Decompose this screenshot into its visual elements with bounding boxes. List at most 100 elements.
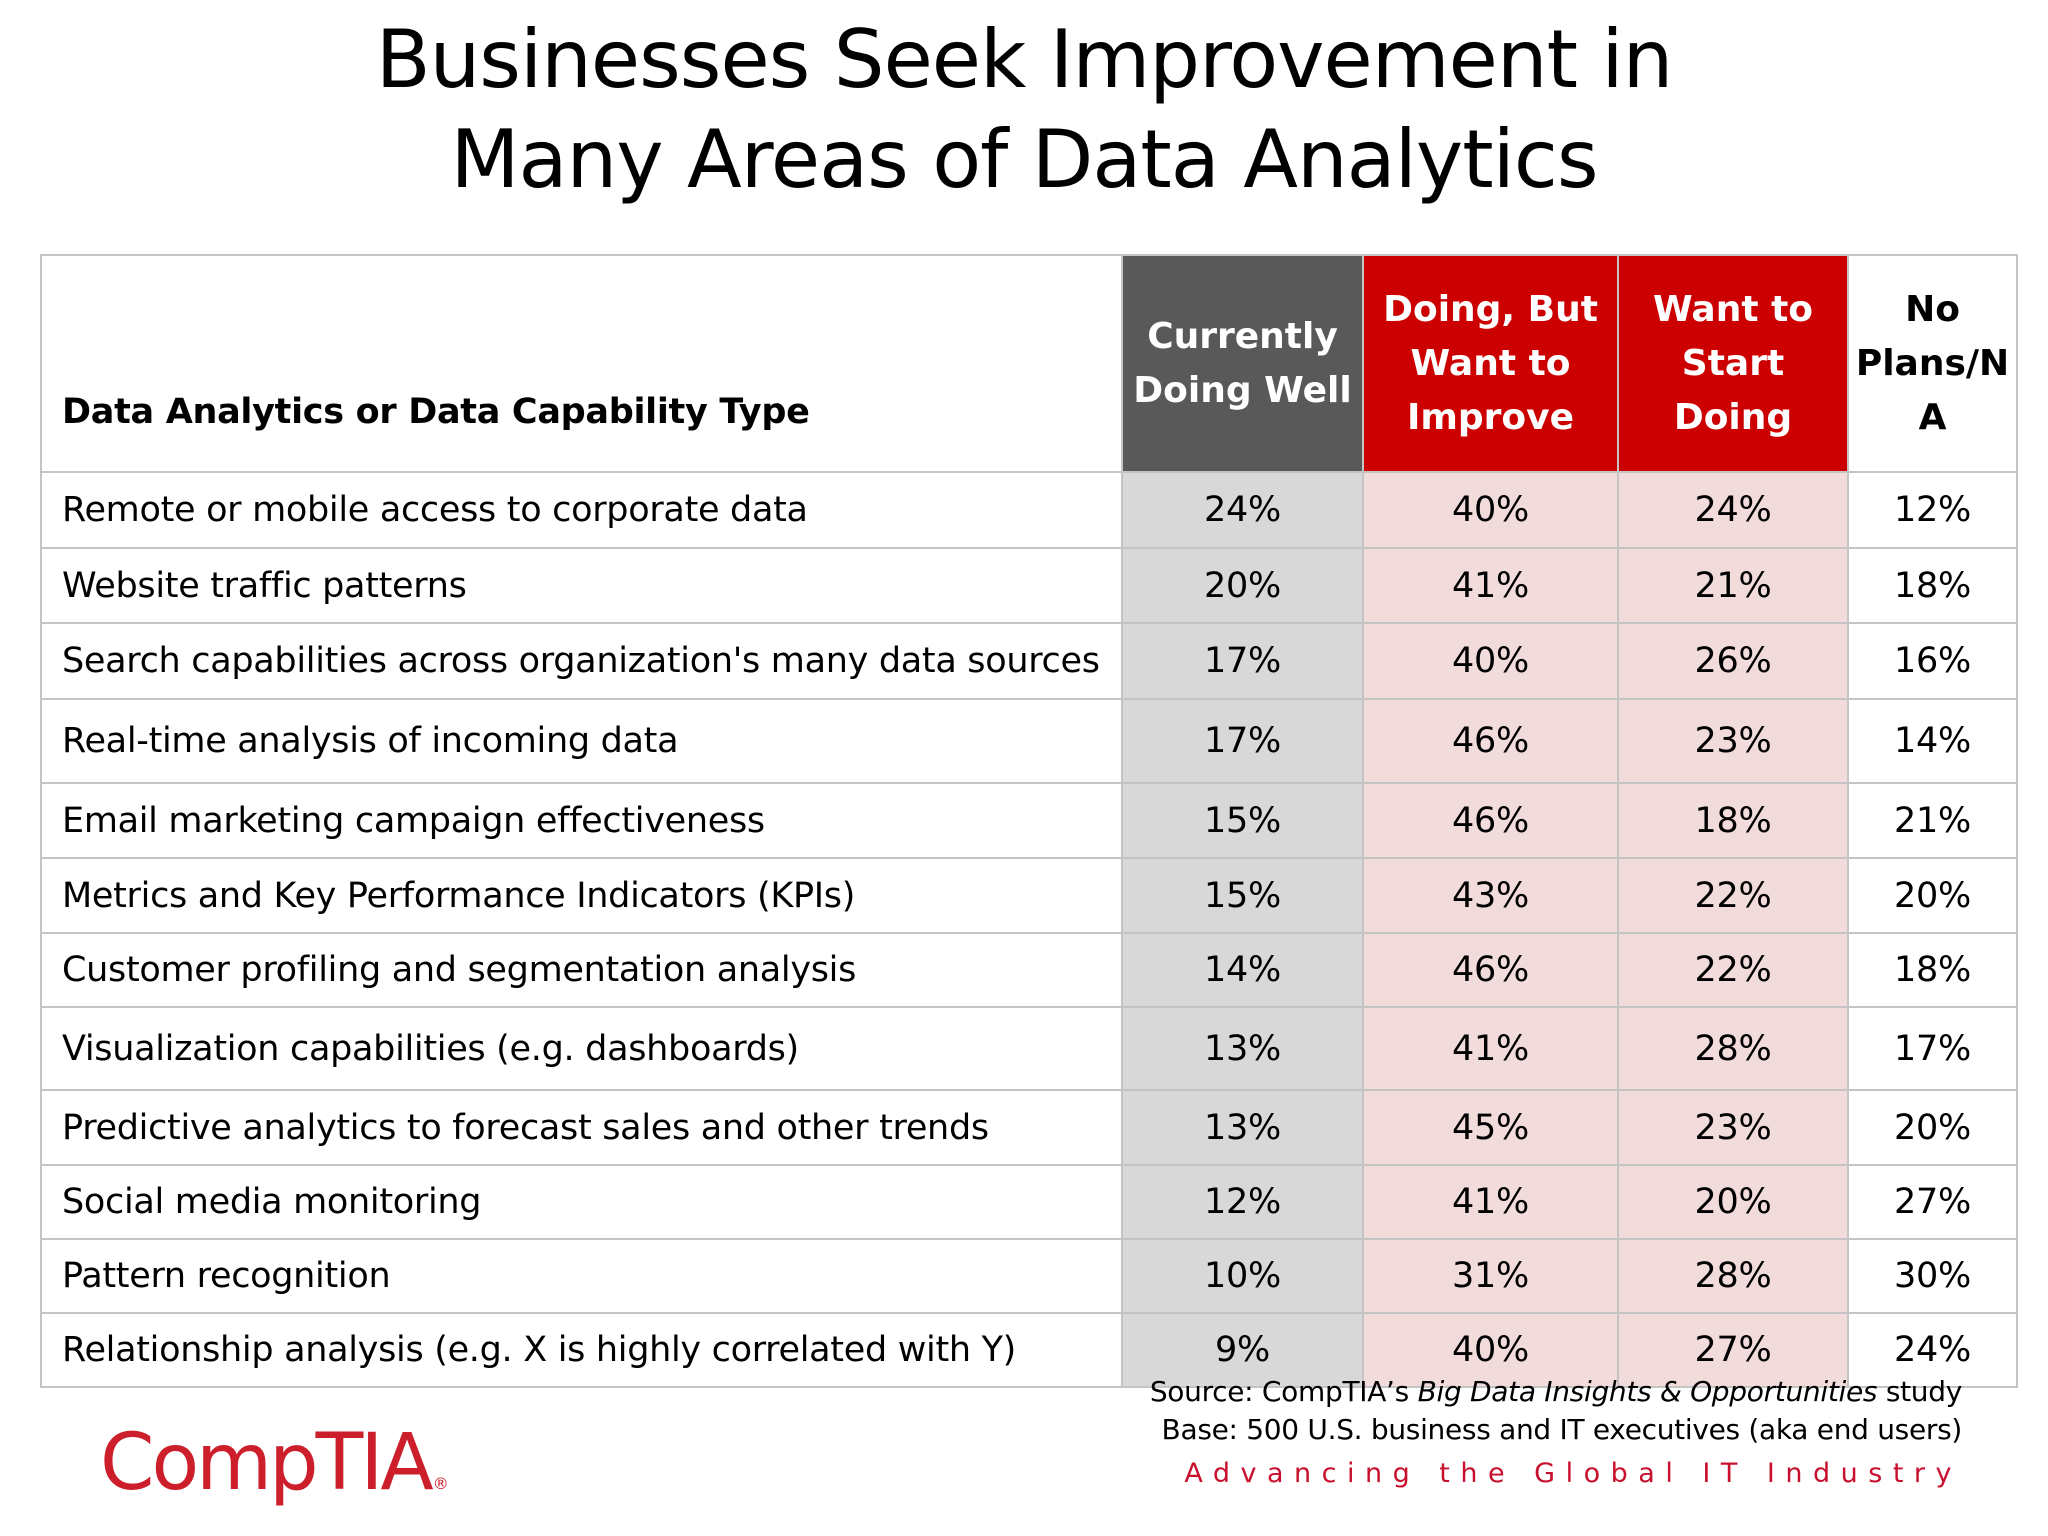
table-header-row: Data Analytics or Data Capability Type C…: [40, 254, 2018, 473]
cell-currently-doing-well: 10%: [1121, 1238, 1364, 1314]
cell-want-to-start-doing: 27%: [1617, 1312, 1849, 1388]
cell-currently-doing-well: 12%: [1121, 1164, 1364, 1240]
row-capability-type: Website traffic patterns: [40, 547, 1123, 624]
header-capability-type: Data Analytics or Data Capability Type: [40, 254, 1123, 473]
cell-no-plans-na: 30%: [1847, 1238, 2018, 1314]
header-line: Improve: [1406, 396, 1575, 438]
cell-no-plans-na: 17%: [1847, 1006, 2018, 1091]
header-line: A: [1918, 396, 1947, 438]
cell-want-to-start-doing: 22%: [1617, 932, 1849, 1008]
cell-currently-doing-well: 15%: [1121, 857, 1364, 934]
header-line: Start: [1681, 342, 1785, 384]
source-note: Source: CompTIA’s Big Data Insights & Op…: [1150, 1373, 1962, 1449]
cell-want-to-start-doing: 28%: [1617, 1238, 1849, 1314]
row-capability-type: Customer profiling and segmentation anal…: [40, 932, 1123, 1008]
cell-want-to-start-doing: 28%: [1617, 1006, 1849, 1091]
title-line-2: Many Areas of Data Analytics: [450, 113, 1599, 206]
cell-currently-doing-well: 17%: [1121, 698, 1364, 784]
table-row: Real-time analysis of incoming data 17% …: [40, 698, 2018, 784]
cell-currently-doing-well: 17%: [1121, 622, 1364, 700]
brand-tagline: Advancing the Global IT Industry: [1184, 1458, 1962, 1489]
header-want-to-start-doing: Want to Start Doing: [1617, 254, 1849, 473]
header-line: Doing, But: [1383, 288, 1598, 330]
cell-no-plans-na: 21%: [1847, 782, 2018, 859]
cell-doing-but-want-to-improve: 40%: [1362, 1312, 1619, 1388]
table-row: Predictive analytics to forecast sales a…: [40, 1089, 2018, 1166]
row-capability-type: Pattern recognition: [40, 1238, 1123, 1314]
table-row: Social media monitoring 12% 41% 20% 27%: [40, 1164, 2018, 1240]
cell-currently-doing-well: 20%: [1121, 547, 1364, 624]
row-capability-type: Metrics and Key Performance Indicators (…: [40, 857, 1123, 934]
cell-want-to-start-doing: 18%: [1617, 782, 1849, 859]
table-row: Remote or mobile access to corporate dat…: [40, 471, 2018, 549]
cell-no-plans-na: 14%: [1847, 698, 2018, 784]
cell-want-to-start-doing: 23%: [1617, 1089, 1849, 1166]
table-row: Search capabilities across organization'…: [40, 622, 2018, 700]
row-capability-type: Visualization capabilities (e.g. dashboa…: [40, 1006, 1123, 1091]
cell-currently-doing-well: 15%: [1121, 782, 1364, 859]
cell-want-to-start-doing: 22%: [1617, 857, 1849, 934]
table-row: Email marketing campaign effectiveness 1…: [40, 782, 2018, 859]
header-currently-doing-well: Currently Doing Well: [1121, 254, 1364, 473]
table-row: Pattern recognition 10% 31% 28% 30%: [40, 1238, 2018, 1314]
cell-want-to-start-doing: 23%: [1617, 698, 1849, 784]
header-line: Doing Well: [1133, 369, 1352, 411]
row-capability-type: Remote or mobile access to corporate dat…: [40, 471, 1123, 549]
cell-doing-but-want-to-improve: 40%: [1362, 471, 1619, 549]
cell-currently-doing-well: 24%: [1121, 471, 1364, 549]
cell-no-plans-na: 24%: [1847, 1312, 2018, 1388]
row-capability-type: Real-time analysis of incoming data: [40, 698, 1123, 784]
logo-wordmark: CompTIA: [100, 1418, 434, 1508]
cell-no-plans-na: 18%: [1847, 547, 2018, 624]
cell-doing-but-want-to-improve: 45%: [1362, 1089, 1619, 1166]
source-suffix: study: [1877, 1375, 1962, 1408]
cell-doing-but-want-to-improve: 41%: [1362, 547, 1619, 624]
cell-currently-doing-well: 14%: [1121, 932, 1364, 1008]
table-row: Metrics and Key Performance Indicators (…: [40, 857, 2018, 934]
table-row: Customer profiling and segmentation anal…: [40, 932, 2018, 1008]
cell-currently-doing-well: 13%: [1121, 1089, 1364, 1166]
cell-doing-but-want-to-improve: 46%: [1362, 932, 1619, 1008]
cell-currently-doing-well: 13%: [1121, 1006, 1364, 1091]
header-line: Doing: [1673, 396, 1793, 438]
header-line: Plans/N: [1855, 342, 2010, 384]
source-prefix: Source: CompTIA’s: [1149, 1375, 1418, 1408]
header-line: Currently: [1147, 315, 1338, 357]
cell-no-plans-na: 27%: [1847, 1164, 2018, 1240]
cell-no-plans-na: 20%: [1847, 857, 2018, 934]
page-title: Businesses Seek Improvement in Many Area…: [0, 10, 2048, 210]
source-line: Source: CompTIA’s Big Data Insights & Op…: [1150, 1373, 1962, 1411]
base-line: Base: 500 U.S. business and IT executive…: [1161, 1413, 1963, 1446]
row-capability-type: Email marketing campaign effectiveness: [40, 782, 1123, 859]
header-line: Want to: [1410, 342, 1571, 384]
cell-want-to-start-doing: 24%: [1617, 471, 1849, 549]
cell-doing-but-want-to-improve: 46%: [1362, 782, 1619, 859]
title-line-1: Businesses Seek Improvement in: [375, 13, 1674, 106]
row-capability-type: Predictive analytics to forecast sales a…: [40, 1089, 1123, 1166]
table-row: Website traffic patterns 20% 41% 21% 18%: [40, 547, 2018, 624]
cell-no-plans-na: 20%: [1847, 1089, 2018, 1166]
table-row: Relationship analysis (e.g. X is highly …: [40, 1312, 2018, 1388]
header-no-plans-na: No Plans/N A: [1847, 254, 2018, 473]
cell-doing-but-want-to-improve: 41%: [1362, 1006, 1619, 1091]
header-line: No: [1905, 288, 1960, 330]
cell-no-plans-na: 16%: [1847, 622, 2018, 700]
registered-mark-icon: ®: [432, 1474, 449, 1493]
cell-want-to-start-doing: 21%: [1617, 547, 1849, 624]
source-study-name: Big Data Insights & Opportunities: [1417, 1375, 1878, 1408]
cell-doing-but-want-to-improve: 43%: [1362, 857, 1619, 934]
cell-doing-but-want-to-improve: 31%: [1362, 1238, 1619, 1314]
cell-currently-doing-well: 9%: [1121, 1312, 1364, 1388]
header-line: Want to: [1652, 288, 1814, 330]
cell-want-to-start-doing: 26%: [1617, 622, 1849, 700]
data-analytics-table: Data Analytics or Data Capability Type C…: [40, 254, 2018, 1388]
cell-no-plans-na: 12%: [1847, 471, 2018, 549]
cell-want-to-start-doing: 20%: [1617, 1164, 1849, 1240]
table-row: Visualization capabilities (e.g. dashboa…: [40, 1006, 2018, 1091]
cell-doing-but-want-to-improve: 41%: [1362, 1164, 1619, 1240]
cell-doing-but-want-to-improve: 40%: [1362, 622, 1619, 700]
cell-no-plans-na: 18%: [1847, 932, 2018, 1008]
comptia-logo: CompTIA ®: [100, 1418, 449, 1529]
header-doing-but-want-to-improve: Doing, But Want to Improve: [1362, 254, 1619, 473]
row-capability-type: Search capabilities across organization'…: [40, 622, 1123, 700]
